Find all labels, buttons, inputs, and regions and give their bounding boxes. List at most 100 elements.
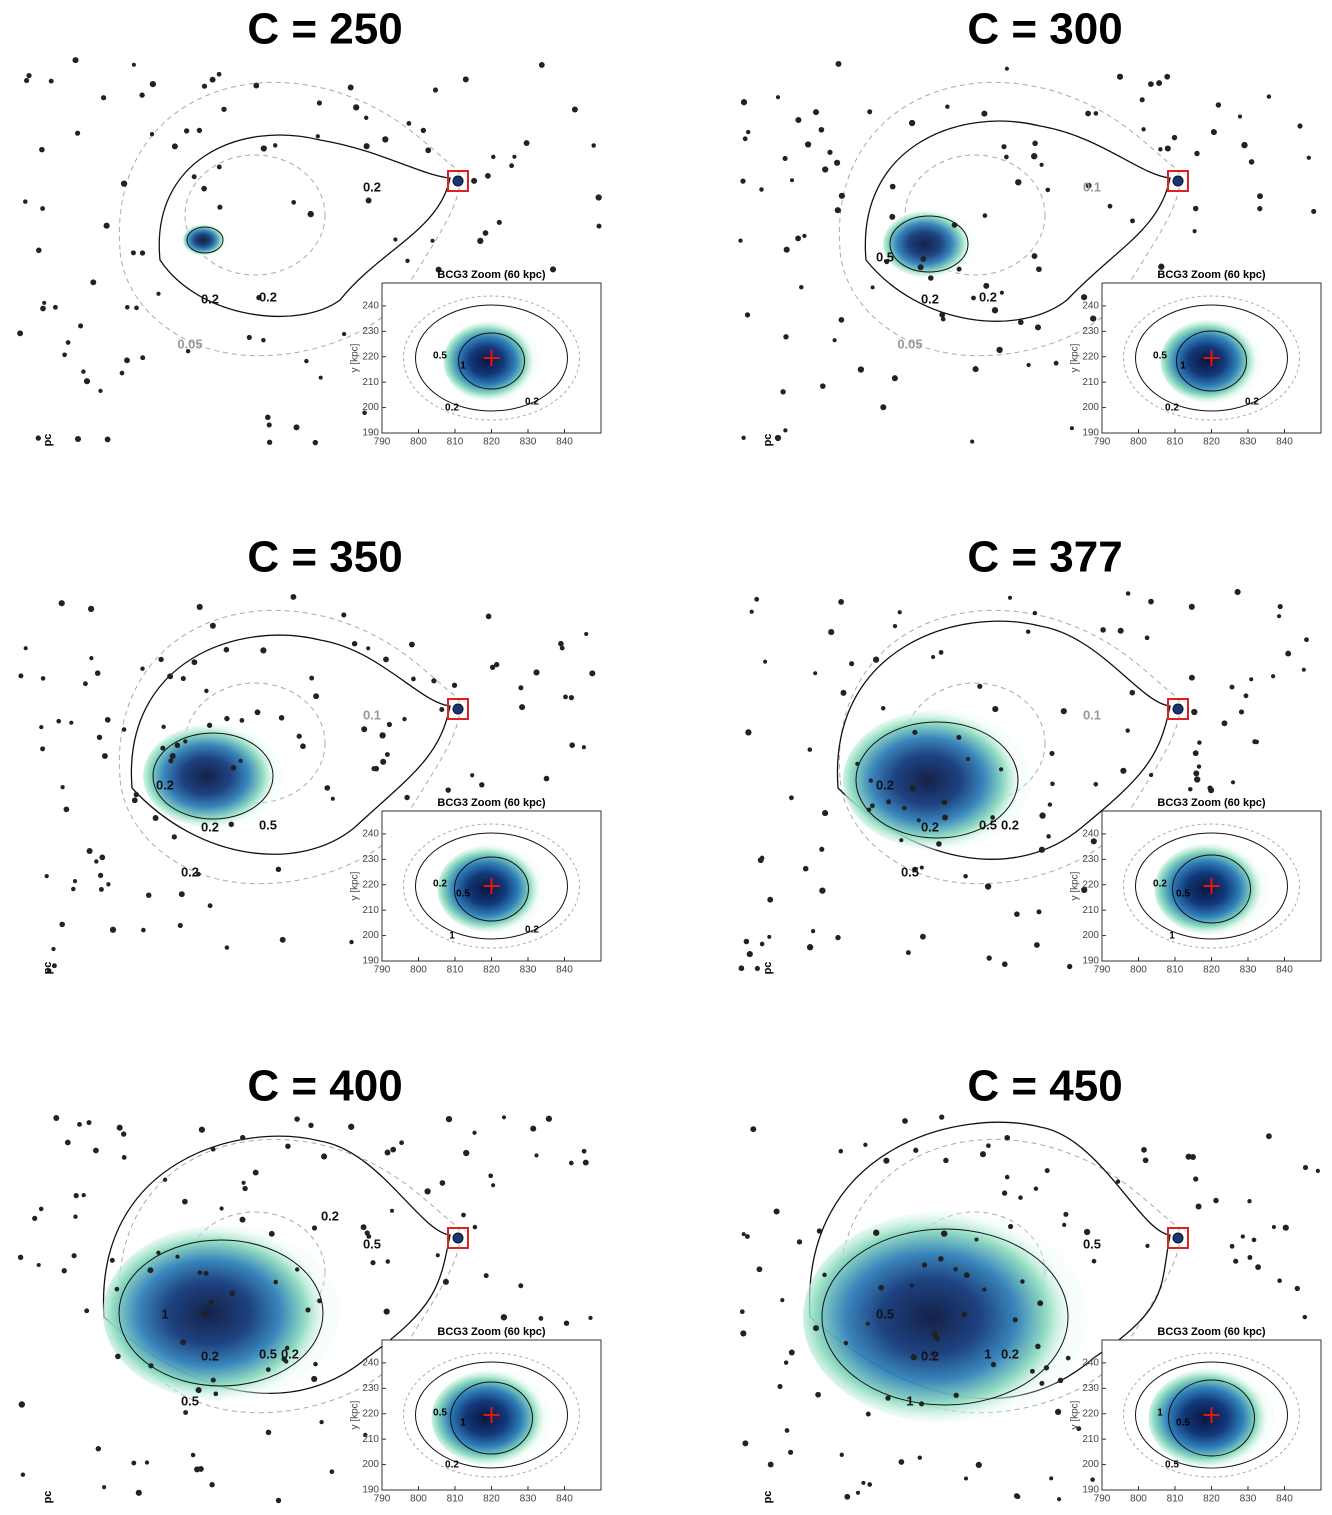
galaxy [930, 1351, 936, 1357]
x-tick-label: 830 [1240, 965, 1257, 976]
galaxy [131, 797, 138, 804]
galaxy [183, 1410, 189, 1415]
galaxy [1238, 709, 1245, 715]
galaxy [1093, 781, 1099, 787]
galaxy [917, 264, 924, 271]
galaxy [898, 1459, 905, 1465]
contour-dashed [1123, 295, 1300, 421]
galaxy [1054, 1408, 1062, 1416]
galaxy [886, 799, 892, 805]
galaxy [543, 775, 550, 782]
galaxy [86, 1120, 92, 1126]
galaxy [472, 1224, 478, 1230]
inset-title: BCG3 Zoom (60 kpc) [1157, 797, 1266, 809]
galaxy [39, 146, 45, 153]
x-tick-label: 820 [483, 965, 500, 976]
contour-label: 0.2 [921, 291, 939, 306]
axis-fragment: pc [762, 434, 774, 447]
galaxy [795, 116, 802, 124]
galaxy [1036, 909, 1042, 915]
galaxy [432, 87, 439, 93]
axis-fragment: pc [42, 1491, 54, 1504]
galaxy [201, 185, 207, 192]
galaxy [582, 1159, 589, 1166]
y-tick-label: 240 [1082, 1358, 1099, 1369]
galaxy [1257, 205, 1263, 212]
galaxy [1039, 1380, 1045, 1386]
galaxy [1014, 911, 1020, 918]
density [103, 1225, 339, 1401]
x-tick-label: 830 [1240, 1494, 1257, 1505]
panel-title: C = 400 [247, 1062, 402, 1111]
galaxy [568, 694, 575, 701]
bcg-center [483, 1407, 500, 1423]
galaxy [1116, 73, 1124, 80]
galaxy [750, 1126, 757, 1133]
galaxy [72, 57, 79, 64]
contour-label: 0.2 [979, 289, 997, 304]
galaxy [788, 795, 794, 801]
density [183, 224, 227, 256]
galaxy [1156, 80, 1163, 87]
contour-label: 0.2 [433, 879, 447, 890]
x-tick-label: 800 [410, 965, 427, 976]
galaxy [1301, 667, 1306, 672]
galaxy [209, 622, 216, 629]
galaxy [1067, 963, 1073, 970]
galaxy [740, 1330, 747, 1337]
galaxy [219, 1206, 224, 1211]
galaxy [982, 213, 988, 218]
galaxy [479, 782, 485, 788]
y-tick-label: 230 [362, 326, 379, 337]
contour-label: 0.2 [363, 179, 381, 194]
galaxy [260, 145, 267, 152]
galaxy [1230, 780, 1236, 785]
x-tick-label: 790 [374, 1494, 391, 1505]
galaxy [897, 610, 902, 615]
galaxy [939, 311, 946, 318]
galaxy [545, 1115, 553, 1122]
y-tick-label: 220 [362, 351, 379, 362]
galaxy [869, 803, 875, 809]
galaxy [60, 785, 65, 790]
galaxy [1100, 627, 1106, 633]
galaxy [439, 707, 445, 712]
galaxy [951, 222, 958, 228]
galaxy [445, 1115, 453, 1123]
galaxy [986, 1143, 991, 1149]
galaxy [1229, 1243, 1235, 1249]
y-tick-label: 190 [362, 1485, 379, 1496]
contour-solid [836, 620, 1171, 860]
galaxy [65, 340, 71, 345]
galaxy [40, 676, 46, 681]
galaxy [970, 439, 975, 444]
galaxy [1248, 159, 1255, 165]
galaxy [885, 1395, 891, 1401]
galaxy [121, 1155, 127, 1160]
galaxy [1192, 229, 1197, 234]
galaxy [991, 307, 999, 314]
galaxy [591, 143, 596, 148]
galaxy [804, 141, 812, 148]
galaxy [290, 593, 297, 600]
galaxy [834, 159, 841, 166]
galaxy [203, 1270, 209, 1276]
galaxy [253, 82, 260, 89]
galaxy [149, 80, 157, 88]
galaxy [1001, 1190, 1008, 1196]
x-tick-label: 810 [1167, 965, 1184, 976]
galaxy [1237, 114, 1243, 119]
galaxy [201, 1310, 208, 1317]
galaxy [488, 1173, 494, 1179]
galaxy [1193, 1176, 1199, 1182]
galaxy [273, 1279, 278, 1285]
galaxy [239, 718, 245, 723]
bcg [1172, 175, 1184, 187]
galaxy [1081, 294, 1088, 301]
galaxy [1050, 781, 1055, 787]
contour-label: 0.5 [876, 249, 894, 264]
galaxy [406, 121, 412, 126]
galaxy [905, 950, 911, 956]
x-tick-label: 810 [447, 1494, 464, 1505]
y-tick-label: 200 [362, 930, 379, 941]
